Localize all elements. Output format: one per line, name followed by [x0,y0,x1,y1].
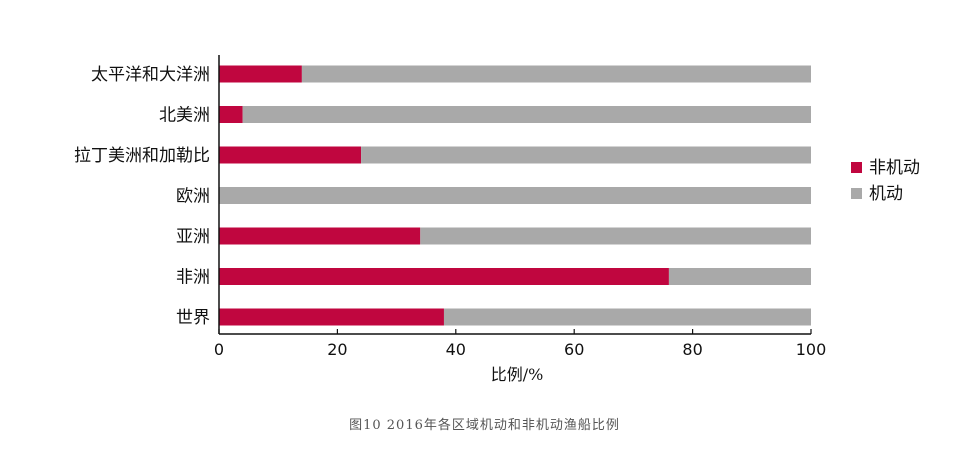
x-ticks: 0 20 40 60 80 100 [214,329,826,359]
x-tick-label: 20 [327,340,347,359]
legend-label-motorized: 机动 [869,184,903,204]
x-tick-label: 0 [214,340,224,359]
bar-motorized-1 [242,106,811,123]
figure-caption: 图10 2016年各区域机动和非机动渔船比例 [349,418,620,433]
category-label: 拉丁美洲和加勒比 [74,146,210,166]
category-label: 欧洲 [176,187,210,207]
x-tick-label: 60 [564,340,584,359]
legend-swatch-motorized [851,188,862,199]
x-tick-label: 80 [682,340,702,359]
x-tick-label: 40 [446,340,466,359]
bar-motorized-0 [301,65,811,83]
bars-group [219,65,811,326]
bar-non-motorized-2 [219,146,362,164]
legend-label-non-motorized: 非机动 [869,158,920,178]
bar-motorized-5 [668,268,811,285]
bar-non-motorized-1 [219,106,243,123]
category-label: 世界 [176,308,210,328]
bar-non-motorized-6 [219,308,444,326]
x-tick-label: 100 [796,340,827,359]
category-label: 亚洲 [176,227,210,247]
category-label: 非洲 [176,268,210,288]
bar-motorized-3 [219,187,811,204]
bar-non-motorized-5 [219,268,669,285]
category-label: 北美洲 [159,106,210,126]
bar-motorized-4 [420,227,811,245]
bar-motorized-2 [361,146,811,164]
bar-non-motorized-4 [219,227,421,245]
category-label: 太平洋和大洋洲 [91,65,210,85]
legend-swatch-non-motorized [851,162,862,173]
bar-non-motorized-0 [219,65,302,83]
bar-motorized-6 [443,308,811,326]
x-axis-title: 比例/% [491,365,544,384]
